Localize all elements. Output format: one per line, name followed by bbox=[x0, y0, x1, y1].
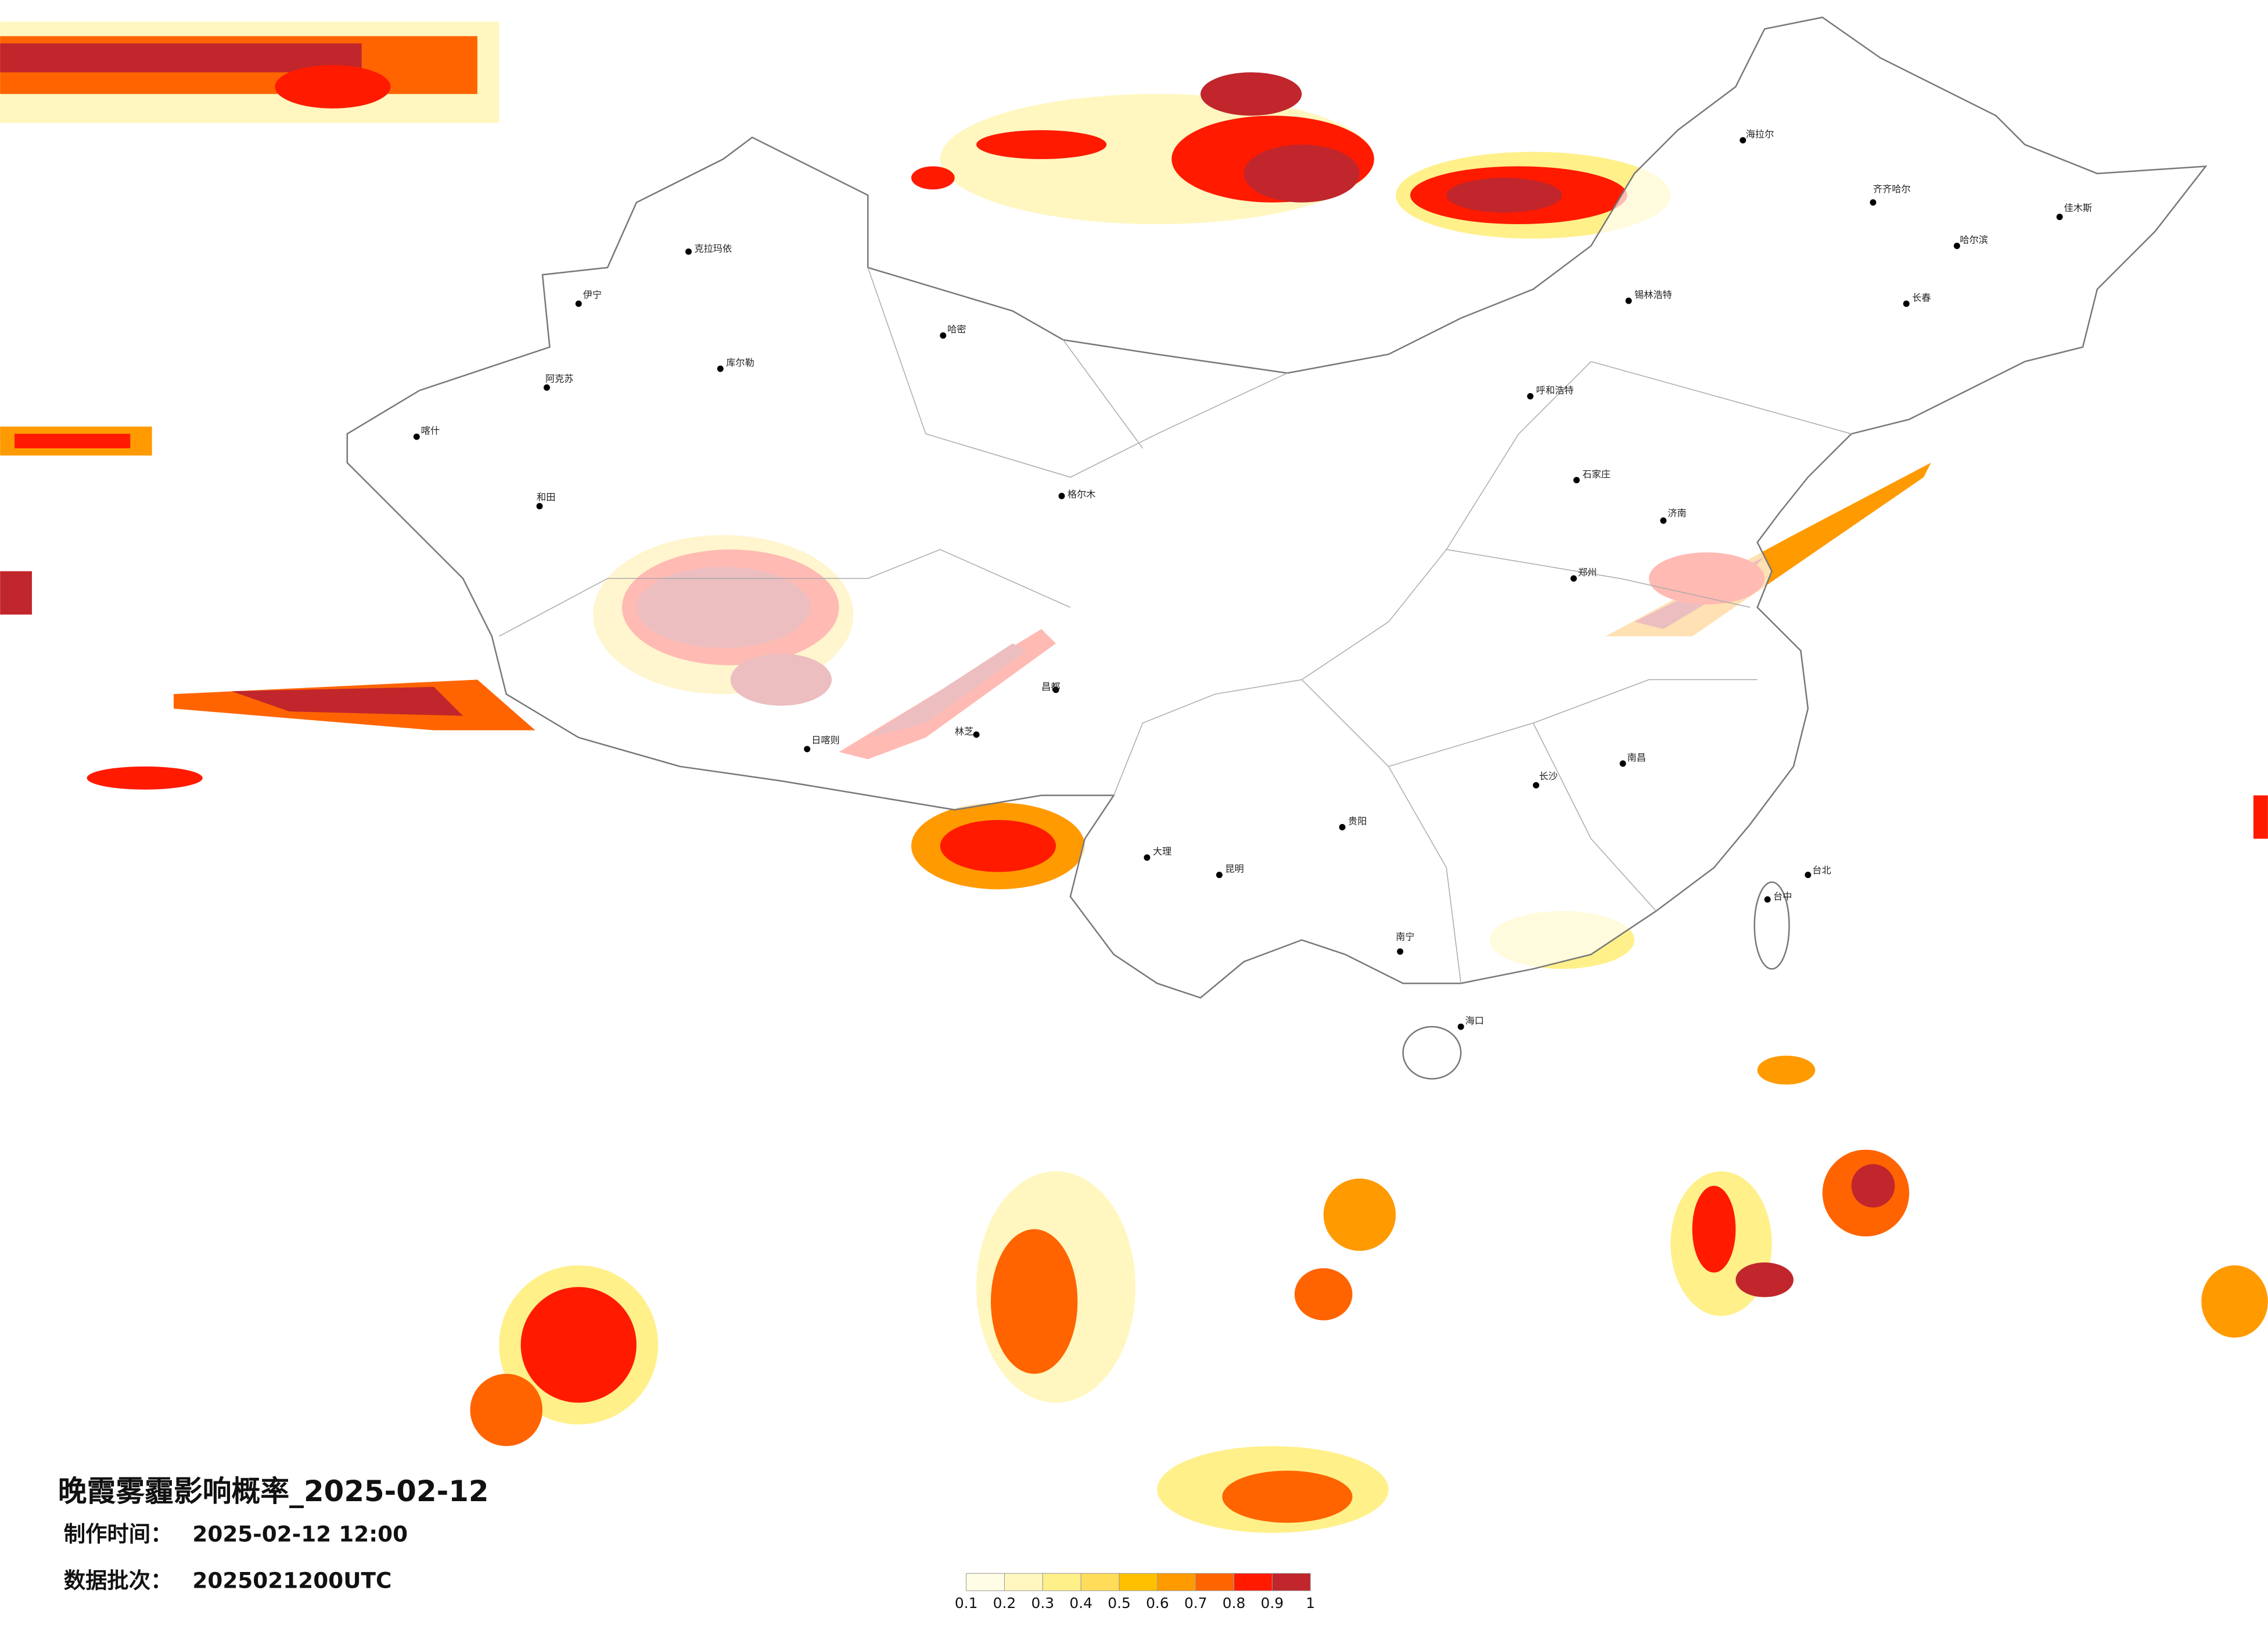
city-dot bbox=[717, 365, 724, 372]
city-label: 台中 bbox=[1773, 891, 1792, 902]
city-label: 伊宁 bbox=[583, 289, 602, 300]
city-label: 库尔勒 bbox=[726, 357, 754, 368]
city-dot bbox=[973, 731, 980, 738]
city-label: 石家庄 bbox=[1582, 469, 1611, 480]
city-label: 海拉尔 bbox=[1746, 129, 1774, 140]
legend-tick-label: 0.4 bbox=[1069, 1595, 1092, 1611]
city-label: 佳木斯 bbox=[2064, 203, 2093, 214]
city-dot bbox=[1660, 517, 1667, 524]
legend-swatch bbox=[1004, 1573, 1043, 1591]
city-label: 和田 bbox=[537, 492, 555, 503]
legend-tick-label: 0.7 bbox=[1184, 1595, 1207, 1611]
legend-swatch bbox=[1271, 1573, 1311, 1591]
legend-swatch bbox=[1234, 1573, 1273, 1591]
city-label: 郑州 bbox=[1578, 567, 1597, 578]
city-dot bbox=[1533, 782, 1540, 789]
city-dot bbox=[1058, 492, 1065, 499]
city-label: 阿克苏 bbox=[545, 373, 574, 384]
city-label: 哈尔滨 bbox=[1960, 234, 1988, 245]
legend-tick-label: 0.9 bbox=[1261, 1595, 1284, 1611]
legend-tick-label: 0.8 bbox=[1223, 1595, 1246, 1611]
city-label: 林芝 bbox=[955, 726, 973, 737]
legend-swatch bbox=[966, 1573, 1005, 1591]
map-title: 晚霞雾霾影响概率_2025-02-12 bbox=[58, 1474, 489, 1508]
city-dot bbox=[413, 433, 420, 440]
city-dot bbox=[1739, 137, 1746, 144]
city-label: 格尔木 bbox=[1067, 489, 1096, 500]
city-label: 呼和浩特 bbox=[1536, 384, 1574, 395]
city-label: 克拉玛依 bbox=[694, 243, 732, 254]
city-label: 哈密 bbox=[947, 324, 966, 335]
info-value: 2025-02-12 12:00 bbox=[192, 1521, 408, 1547]
city-dot bbox=[1052, 686, 1059, 693]
legend-tick-label: 0.3 bbox=[1031, 1595, 1055, 1611]
city-label: 南昌 bbox=[1627, 752, 1646, 763]
city-dot bbox=[1573, 477, 1580, 484]
city-dot bbox=[1953, 242, 1960, 249]
color-legend: 0.1 0.2 0.3 0.4 0.5 0.6 0.7 0.8 0.9 1 bbox=[955, 1573, 1315, 1611]
city-dot bbox=[575, 300, 582, 307]
city-dot bbox=[1144, 854, 1151, 861]
legend-tick-label: 0.1 bbox=[955, 1595, 978, 1611]
info-value: 2025021200UTC bbox=[192, 1567, 391, 1593]
city-dot bbox=[1339, 823, 1346, 830]
legend-tick-label: 1 bbox=[1306, 1595, 1315, 1611]
city-label: 昌都 bbox=[1041, 681, 1060, 692]
city-dot bbox=[1870, 199, 1877, 206]
city-dot bbox=[2056, 214, 2063, 221]
city-label: 长沙 bbox=[1539, 771, 1558, 782]
country-outline bbox=[346, 16, 2208, 1080]
city-label: 长春 bbox=[1912, 292, 1931, 303]
city-dot bbox=[1397, 948, 1404, 955]
legend-tick-label: 0.6 bbox=[1146, 1595, 1169, 1611]
city-dot bbox=[1216, 872, 1223, 879]
legend-swatch bbox=[1080, 1573, 1120, 1591]
city-dot bbox=[543, 384, 550, 391]
legend-swatch bbox=[1195, 1573, 1235, 1591]
city-layer: 克拉玛依 伊宁 喀什 和田 阿克苏 哈密 海拉尔 齐齐哈尔 哈尔滨 长春 呼和浩… bbox=[413, 129, 2093, 1030]
city-dot bbox=[536, 503, 543, 510]
city-label: 济南 bbox=[1667, 508, 1686, 519]
legend-tick-label: 0.2 bbox=[993, 1595, 1016, 1611]
city-label: 昆明 bbox=[1225, 864, 1243, 875]
city-dot bbox=[1570, 575, 1577, 582]
city-label: 日喀则 bbox=[811, 735, 840, 746]
city-dot bbox=[1764, 896, 1771, 903]
city-dot bbox=[940, 332, 947, 339]
info-label: 数据批次： bbox=[64, 1567, 172, 1593]
city-dot bbox=[1457, 1023, 1464, 1030]
legend-swatch bbox=[1042, 1573, 1081, 1591]
city-label: 台北 bbox=[1812, 865, 1831, 876]
city-dot bbox=[804, 746, 811, 753]
city-label: 锡林浩特 bbox=[1634, 289, 1672, 300]
city-label: 南宁 bbox=[1396, 931, 1414, 942]
legend-swatch bbox=[1157, 1573, 1196, 1591]
city-label: 海口 bbox=[1465, 1015, 1484, 1026]
city-dot bbox=[1625, 297, 1632, 304]
city-dot bbox=[1903, 300, 1910, 307]
city-dot bbox=[685, 248, 692, 255]
legend-swatch bbox=[1119, 1573, 1158, 1591]
city-label: 喀什 bbox=[421, 425, 440, 436]
city-dot bbox=[1619, 760, 1626, 767]
city-dot bbox=[1805, 872, 1811, 879]
city-label: 贵阳 bbox=[1348, 815, 1367, 826]
legend-tick-label: 0.5 bbox=[1108, 1595, 1131, 1611]
city-label: 大理 bbox=[1153, 846, 1171, 857]
info-label: 制作时间： bbox=[64, 1521, 172, 1547]
city-dot bbox=[1527, 393, 1534, 400]
city-label: 齐齐哈尔 bbox=[1873, 184, 1911, 195]
